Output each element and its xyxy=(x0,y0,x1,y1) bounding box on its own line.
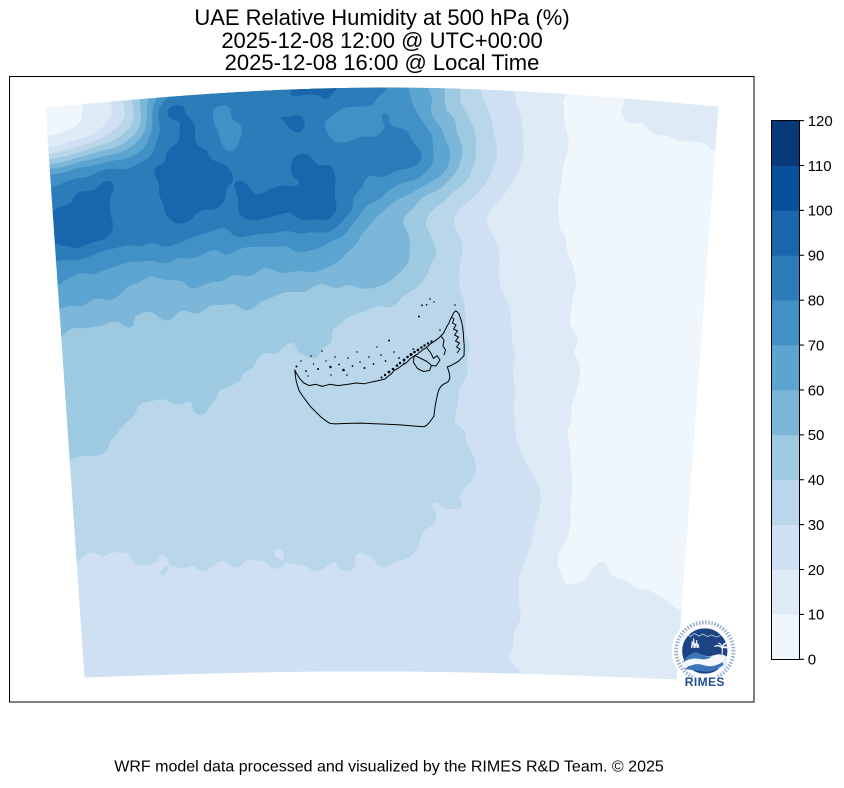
svg-text:70: 70 xyxy=(808,337,825,354)
svg-text:40: 40 xyxy=(808,472,825,489)
svg-text:120: 120 xyxy=(808,113,833,130)
svg-text:20: 20 xyxy=(808,562,825,579)
svg-text:100: 100 xyxy=(808,203,833,220)
svg-text:50: 50 xyxy=(808,427,825,444)
svg-text:RIMES: RIMES xyxy=(685,675,725,689)
svg-text:WRF model data processed and v: WRF model data processed and visualized … xyxy=(114,759,664,776)
svg-text:0: 0 xyxy=(808,652,816,669)
svg-text:10: 10 xyxy=(808,607,825,624)
svg-text:60: 60 xyxy=(808,382,825,399)
svg-text:80: 80 xyxy=(808,292,825,309)
svg-text:110: 110 xyxy=(808,158,832,175)
svg-text:30: 30 xyxy=(808,517,825,534)
svg-text:90: 90 xyxy=(808,248,825,265)
